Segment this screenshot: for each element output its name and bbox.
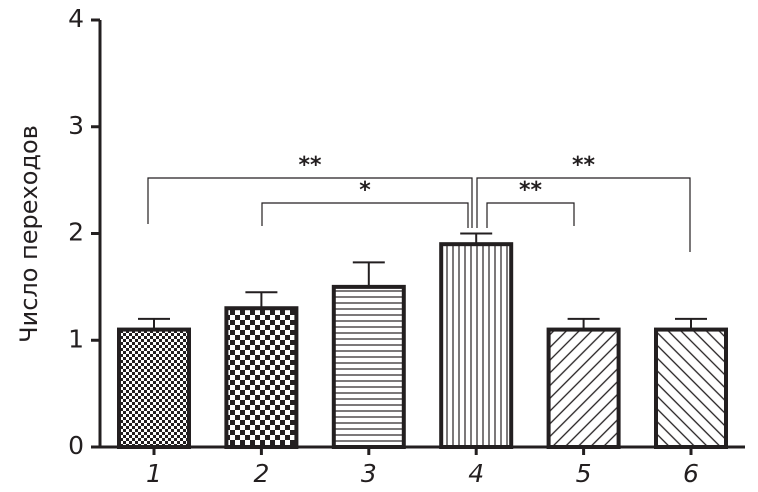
bar — [117, 327, 191, 450]
y-axis-label: Число переходов — [15, 125, 43, 343]
significance-label: ** — [519, 178, 543, 203]
y-tick-label: 2 — [68, 218, 84, 247]
x-tick-label: 5 — [576, 459, 592, 488]
x-tick-label: 4 — [468, 459, 484, 488]
y-tick-label: 3 — [68, 111, 84, 140]
bar — [224, 306, 299, 449]
bar — [439, 242, 514, 449]
significance-bracket — [261, 202, 469, 228]
x-tick-label: 6 — [683, 459, 699, 488]
y-tick-label: 0 — [68, 431, 84, 460]
significance-bracket — [486, 202, 575, 228]
significance-label: ** — [298, 153, 322, 178]
y-tick-label: 4 — [68, 4, 84, 33]
bar — [654, 327, 728, 450]
significance-label: ** — [572, 153, 596, 178]
bar — [331, 284, 406, 449]
x-tick-label: 2 — [253, 459, 269, 488]
y-tick-label: 1 — [68, 324, 84, 353]
x-tick-label: 3 — [361, 459, 377, 488]
bar — [546, 327, 621, 450]
significance-bracket — [147, 177, 473, 228]
significance-bracket — [476, 177, 691, 252]
x-tick-label: 1 — [146, 459, 162, 488]
significance-label: * — [359, 178, 371, 203]
